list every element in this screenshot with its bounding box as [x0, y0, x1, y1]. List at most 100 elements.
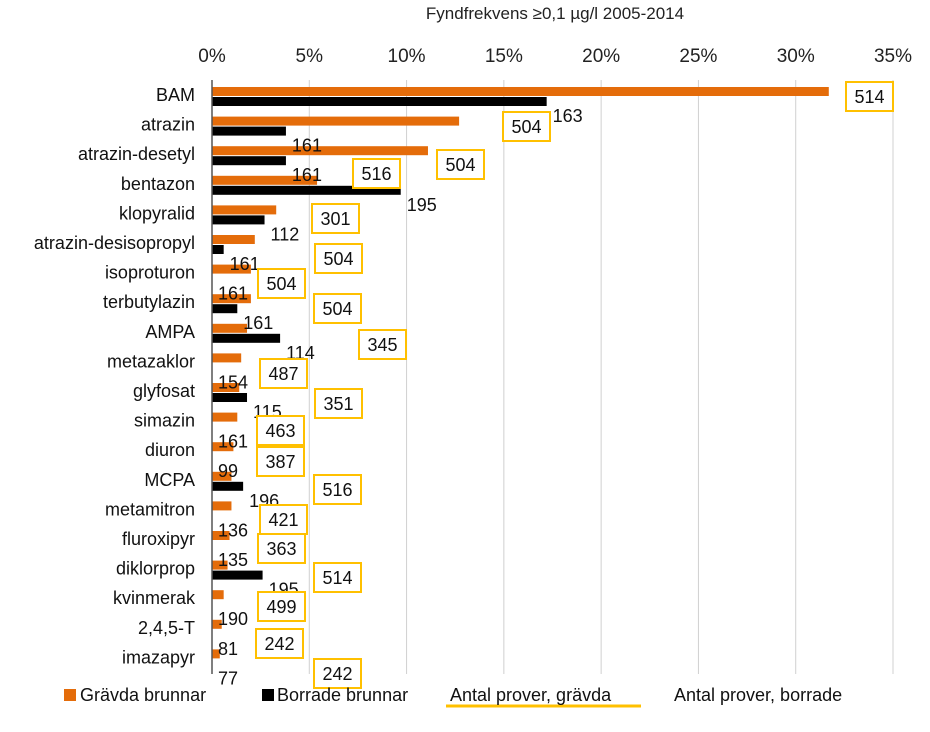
gravda-count-box: 487 [259, 358, 308, 389]
gravda-count-box: 351 [314, 388, 363, 419]
gravda-count-box-frame [257, 268, 306, 299]
gravda-count-box-frame [352, 158, 401, 189]
bar-borrade [212, 215, 265, 225]
x-tick-label: 30% [777, 46, 815, 67]
borrade-count-label: 77 [218, 668, 238, 688]
gravda-count-label: 242 [264, 634, 294, 654]
gravda-count-label: 421 [268, 510, 298, 530]
gridlines [308, 80, 894, 674]
bar-borrade [212, 126, 286, 136]
gravda-count-box-frame [358, 329, 407, 360]
gravda-count-box-frame [256, 446, 305, 477]
gravda-count-box-frame [259, 358, 308, 389]
gravda-count-box-frame [257, 533, 306, 564]
gravda-count-label: 301 [320, 209, 350, 229]
gravda-count-label: 504 [266, 274, 296, 294]
x-axis-ticks: 0% 5% 10% 15% 20% 25% 30% 35% [198, 46, 912, 67]
gravda-count-box: 516 [352, 158, 401, 189]
bar-borrade [212, 185, 401, 195]
bar-gravda [212, 590, 224, 600]
gravda-count-label: 514 [322, 568, 352, 588]
gravda-count-label: 516 [361, 164, 391, 184]
gravda-count-box-frame [502, 111, 551, 142]
category-label: glyfosat [133, 381, 195, 401]
category-label: fluroxipyr [122, 529, 195, 549]
gravda-count-box: 301 [311, 203, 360, 234]
category-label: AMPA [145, 322, 195, 342]
gravda-count-box-frame [313, 658, 362, 689]
gravda-count-label: 499 [266, 597, 296, 617]
gravda-count-box-frame [313, 293, 362, 324]
gravda-count-box: 345 [358, 329, 407, 360]
gravda-count-label: 345 [367, 335, 397, 355]
bar-gravda [212, 383, 240, 392]
gravda-count-box: 504 [314, 243, 363, 274]
borrade-count-label: 161 [218, 432, 248, 452]
bar-borrade [212, 304, 238, 314]
gravda-count-box-frame [256, 415, 305, 446]
category-label: 2,4,5-T [138, 618, 195, 638]
borrade-count-label: 161 [292, 136, 322, 156]
bar-borrade [212, 245, 224, 254]
x-tick-label: 35% [874, 46, 912, 67]
category-label: terbutylazin [103, 292, 195, 312]
gravda-count-box: 504 [257, 268, 306, 299]
gravda-count-box: 499 [257, 591, 306, 622]
borrade-count-label: 136 [218, 520, 248, 540]
gravda-count-box: 421 [259, 504, 308, 535]
bar-gravda [212, 442, 234, 452]
gravda-count-label: 504 [323, 249, 353, 269]
borrade-count-label: 99 [218, 461, 238, 481]
bar-borrade [212, 97, 547, 106]
gravda-count-box-frame [845, 81, 894, 112]
gravda-count-label: 504 [511, 117, 541, 137]
bar-gravda [212, 87, 829, 96]
gravda-count-box: 504 [313, 293, 362, 324]
bar-gravda [212, 294, 251, 304]
gravda-count-box: 363 [257, 533, 306, 564]
category-label: MCPA [144, 470, 195, 490]
bar-gravda [212, 264, 251, 274]
category-labels: BAM atrazin atrazin-desetyl bentazon klopyra… [34, 85, 196, 667]
bar-gravda [212, 175, 318, 185]
x-tick-label: 10% [388, 46, 426, 67]
x-tick-label: 15% [485, 46, 523, 67]
bar-gravda [212, 560, 228, 570]
gravda-count-box-frame [313, 474, 362, 505]
x-tick-label: 0% [198, 46, 226, 67]
gravda-count-box: 514 [845, 81, 894, 112]
gravda-count-box-frame [313, 562, 362, 593]
x-tick-label: 5% [296, 46, 324, 67]
borrade-count-label: 161 [243, 313, 273, 333]
gravda-count-box: 514 [313, 562, 362, 593]
category-label: atrazin-desetyl [78, 144, 195, 164]
gravda-count-box: 504 [436, 149, 485, 180]
gravda-count-label: 351 [323, 394, 353, 414]
gravda-count-box: 504 [502, 111, 551, 142]
category-label: BAM [156, 85, 195, 105]
bar-borrade [212, 333, 281, 343]
legend-label-antal-gravda: Antal prover, grävda [450, 685, 612, 705]
category-label: bentazon [121, 174, 195, 194]
gravda-count-box-frame [314, 388, 363, 419]
borrade-count-label: 112 [271, 224, 300, 244]
borrade-count-label: 135 [218, 550, 248, 570]
bar-gravda [212, 323, 248, 333]
bar-borrade [212, 481, 244, 491]
gravda-count-box: 516 [313, 474, 362, 505]
borrade-count-labels: 1631611611951121611611611141541151619919… [218, 106, 583, 688]
bar-gravda [212, 116, 460, 126]
gravda-count-box: 463 [256, 415, 305, 446]
category-label: diuron [145, 440, 195, 460]
borrade-count-label: 161 [230, 254, 260, 274]
x-tick-label: 25% [679, 46, 717, 67]
gravda-count-label: 463 [265, 421, 295, 441]
legend: Grävda brunnar Borrade brunnar Antal pro… [64, 685, 842, 708]
gravda-count-box: 242 [255, 628, 304, 659]
borrade-count-label: 161 [292, 165, 322, 185]
gravda-count-box-frame [436, 149, 485, 180]
borrade-count-label: 161 [218, 284, 248, 304]
bars [212, 87, 829, 659]
category-label: klopyralid [119, 203, 195, 223]
